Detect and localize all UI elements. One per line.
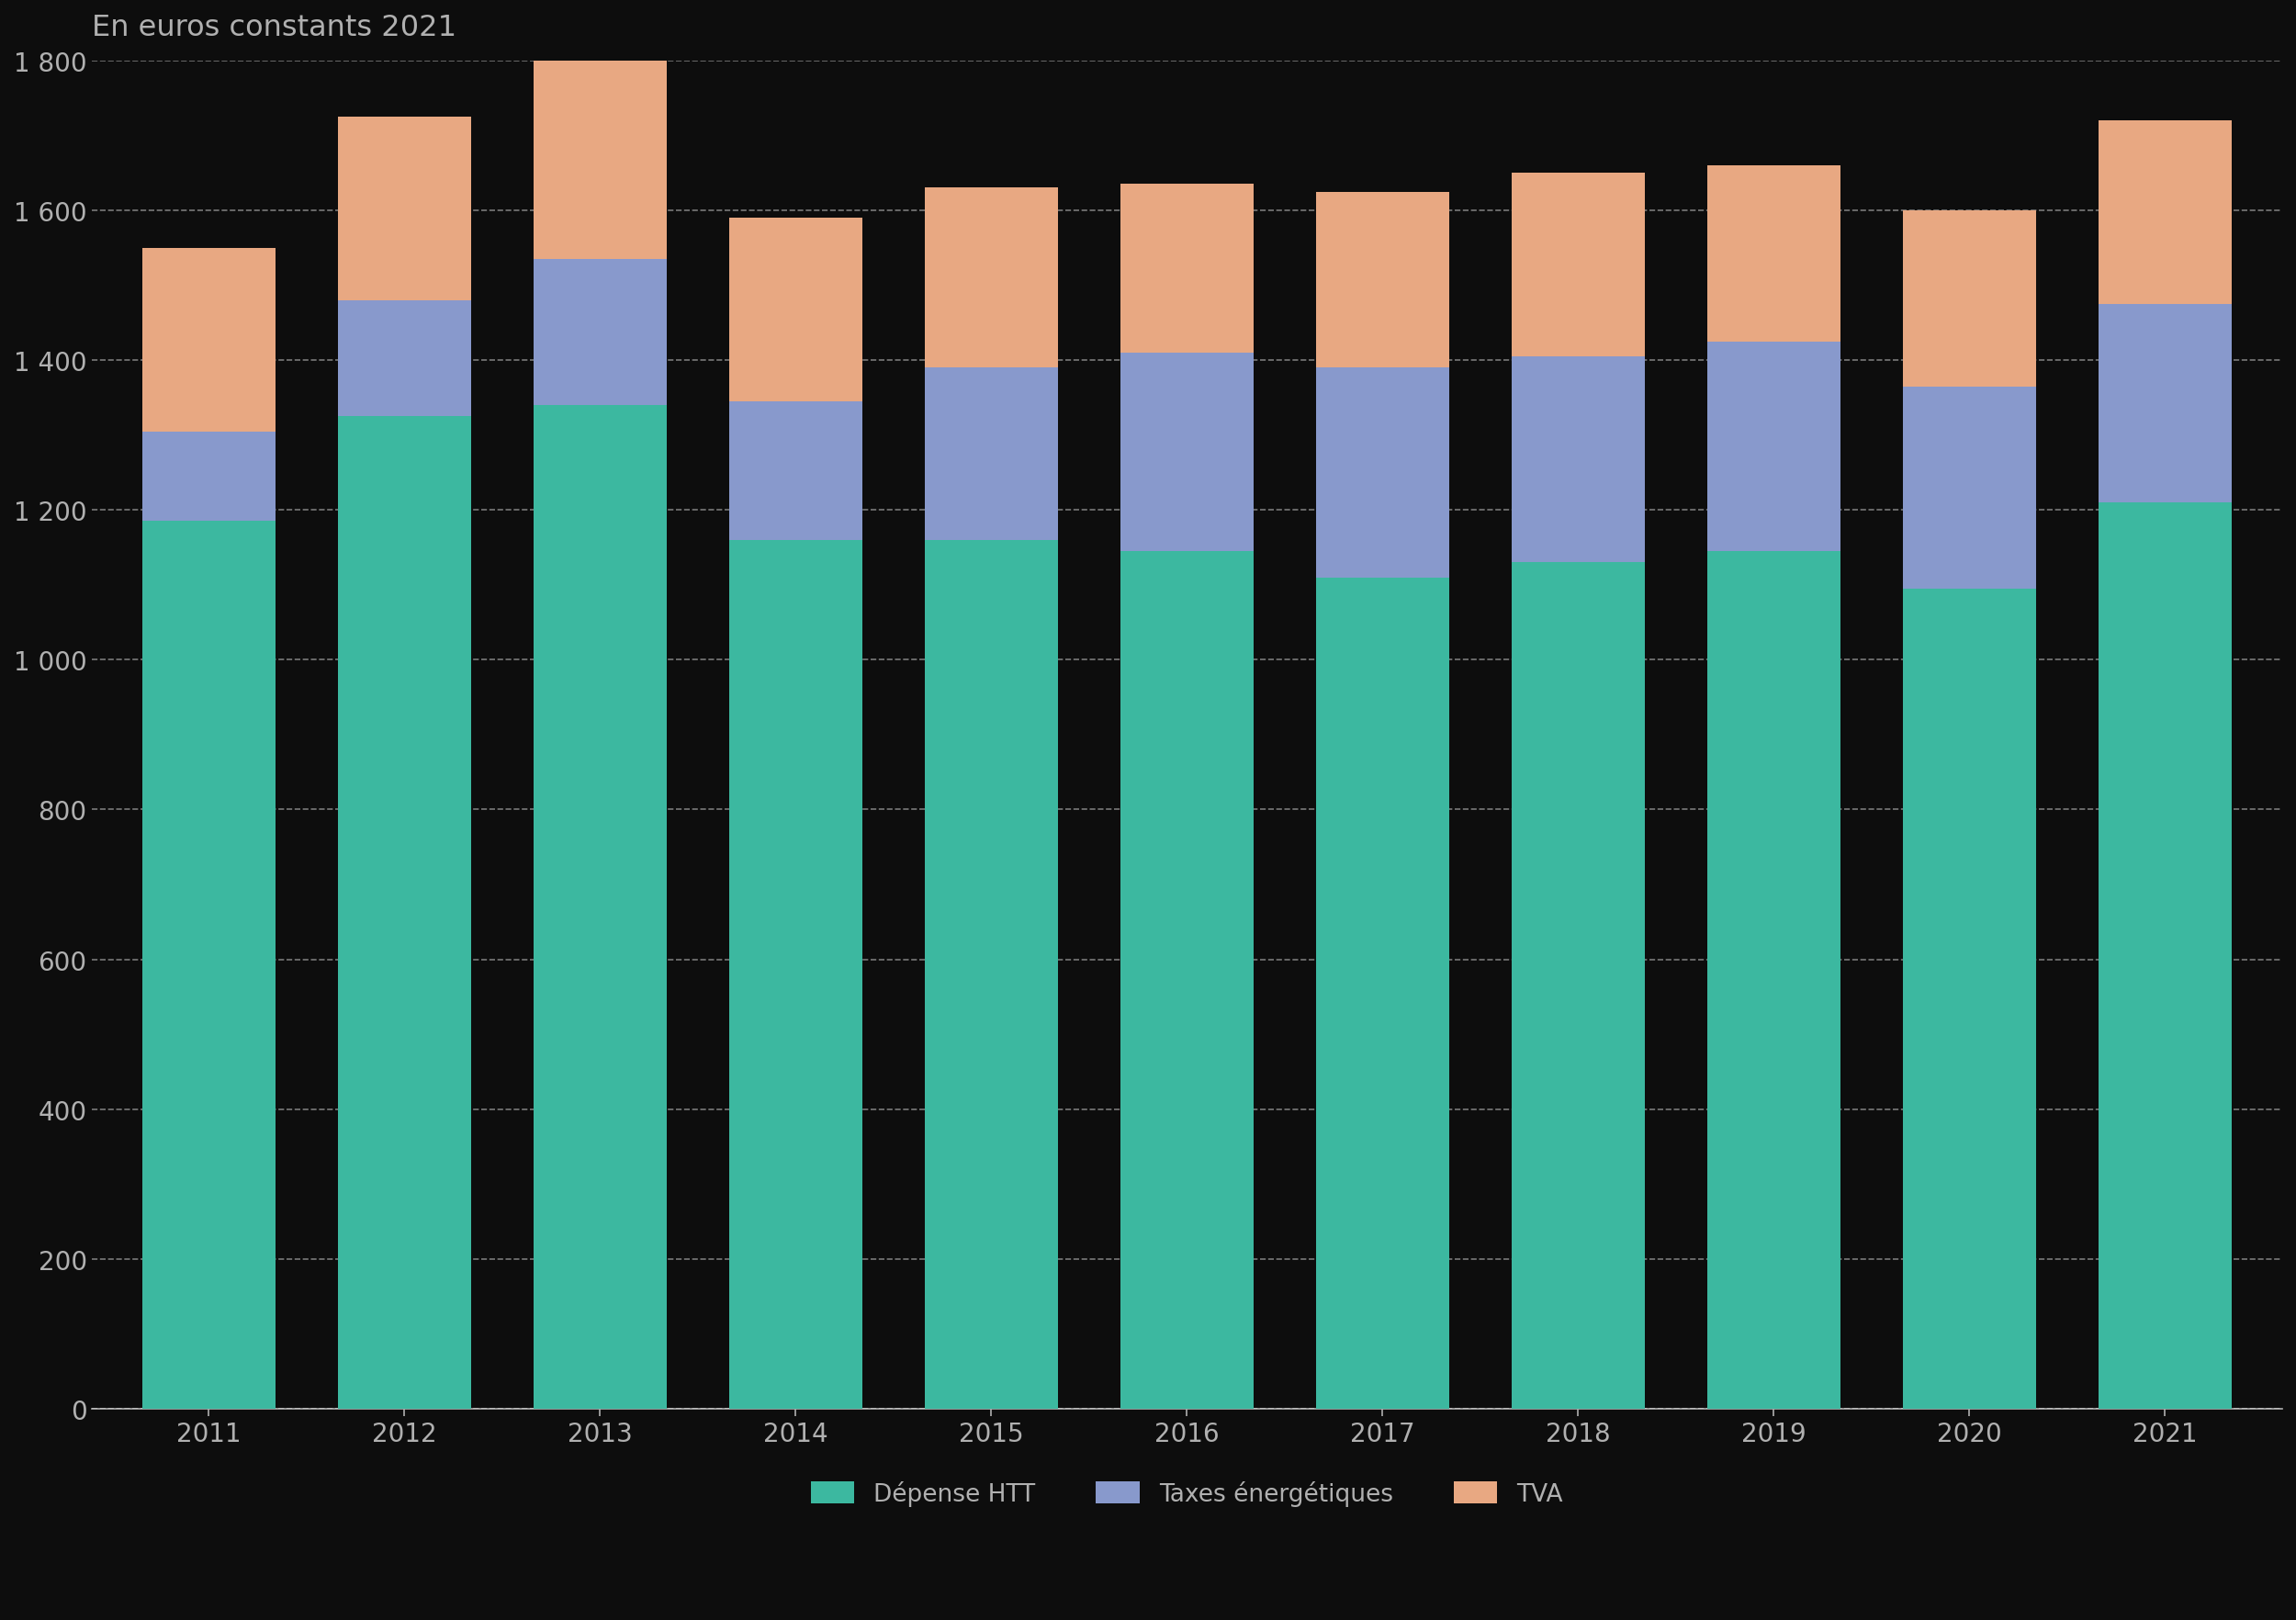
Bar bbox=[925, 368, 1058, 541]
Bar bbox=[1511, 356, 1644, 562]
Bar bbox=[2099, 305, 2232, 502]
Bar bbox=[1316, 193, 1449, 368]
Bar bbox=[730, 402, 863, 541]
Bar bbox=[1903, 590, 2037, 1409]
Text: En euros constants 2021: En euros constants 2021 bbox=[92, 13, 457, 42]
Bar bbox=[2099, 121, 2232, 305]
Bar bbox=[533, 62, 666, 259]
Bar bbox=[338, 117, 471, 301]
Bar bbox=[1708, 552, 1839, 1409]
Bar bbox=[1708, 342, 1839, 552]
Bar bbox=[142, 248, 276, 433]
Bar bbox=[533, 405, 666, 1409]
Bar bbox=[925, 541, 1058, 1409]
Bar bbox=[1903, 387, 2037, 590]
Bar bbox=[142, 433, 276, 522]
Bar bbox=[1316, 368, 1449, 578]
Bar bbox=[1511, 562, 1644, 1409]
Bar bbox=[1120, 353, 1254, 552]
Legend: Dépense HTT, Taxes énergétiques, TVA: Dépense HTT, Taxes énergétiques, TVA bbox=[799, 1468, 1575, 1518]
Bar bbox=[2099, 502, 2232, 1409]
Bar bbox=[338, 301, 471, 416]
Bar bbox=[730, 219, 863, 402]
Bar bbox=[1120, 552, 1254, 1409]
Bar bbox=[925, 188, 1058, 368]
Bar bbox=[533, 259, 666, 405]
Bar bbox=[142, 522, 276, 1409]
Bar bbox=[1708, 167, 1839, 342]
Bar bbox=[1511, 173, 1644, 356]
Bar bbox=[1120, 185, 1254, 353]
Bar bbox=[730, 541, 863, 1409]
Bar bbox=[1316, 578, 1449, 1409]
Bar bbox=[338, 416, 471, 1409]
Bar bbox=[1903, 211, 2037, 387]
